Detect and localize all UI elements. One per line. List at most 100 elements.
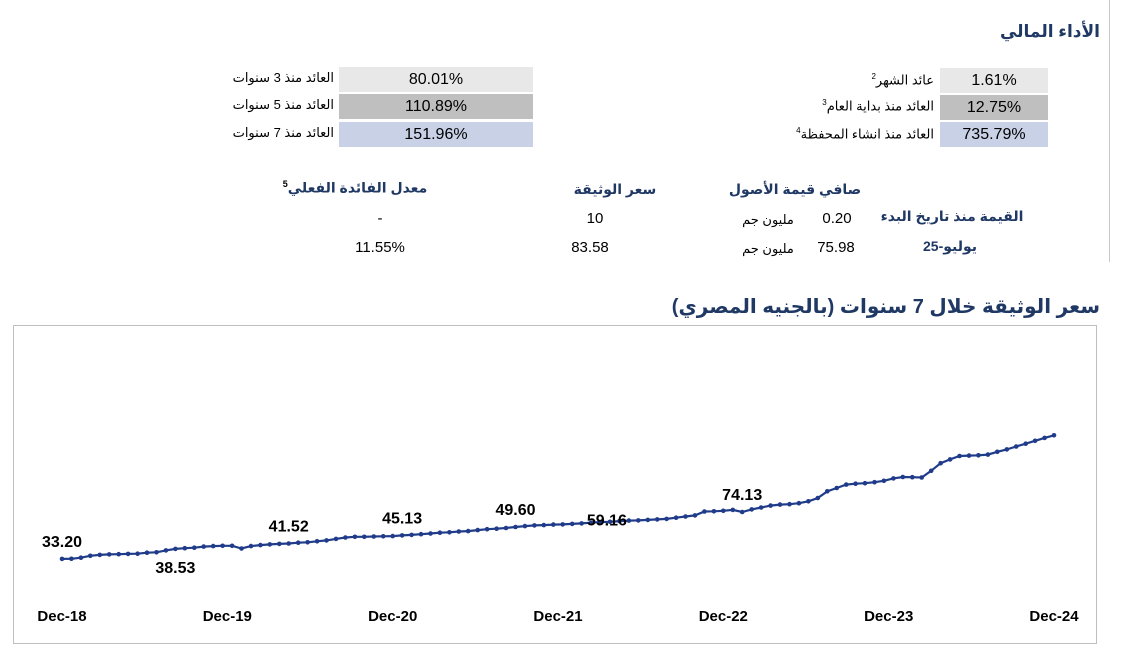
data-point [569, 521, 575, 527]
top-divider [1109, 0, 1110, 262]
data-label: 49.60 [495, 502, 535, 519]
data-point [220, 543, 225, 549]
data-point [683, 514, 688, 519]
return-value-inception: 735.79% [940, 122, 1048, 147]
data-point [447, 530, 452, 535]
data-point [163, 548, 169, 553]
data-point [1042, 435, 1047, 441]
data-point [673, 515, 679, 520]
data-point [88, 553, 93, 559]
data-point [995, 449, 1000, 455]
data-point [267, 542, 273, 547]
data-point [135, 551, 140, 556]
data-point [1004, 447, 1010, 452]
data-point [399, 533, 405, 538]
data-point [173, 546, 178, 552]
chart-frame [13, 325, 1097, 644]
data-point [976, 453, 981, 458]
data-point [541, 522, 547, 528]
data-point [532, 523, 537, 528]
data-point [154, 550, 159, 555]
data-point [843, 482, 849, 487]
data-point [588, 520, 594, 525]
data-point [484, 526, 490, 532]
data-point [551, 522, 556, 527]
current-price: 83.58 [571, 239, 609, 256]
data-point [919, 475, 924, 480]
return-label-inception: العائد منذ انشاء المحفظة4 [796, 126, 934, 142]
data-point [1051, 433, 1057, 438]
data-point [390, 533, 396, 539]
x-tick-label: Dec-22 [699, 608, 748, 625]
data-point [1023, 441, 1028, 447]
data-point [825, 489, 830, 494]
data-point [636, 518, 641, 523]
return-value-3y: 80.01% [339, 67, 533, 92]
data-point [607, 519, 613, 525]
data-point [513, 524, 518, 530]
data-point [503, 525, 509, 531]
return-value-month: 1.61% [940, 68, 1048, 93]
data-point [579, 521, 584, 526]
data-point [192, 545, 197, 550]
data-point [409, 532, 414, 538]
data-point [69, 556, 74, 562]
data-point [97, 552, 103, 558]
data-point [248, 543, 254, 549]
data-point [343, 535, 348, 540]
data-point [853, 481, 858, 487]
data-point [201, 544, 206, 549]
x-tick-label: Dec-24 [1029, 608, 1079, 625]
return-label-ytd: العائد منذ بداية العام3 [822, 98, 934, 114]
data-point [928, 468, 934, 474]
data-point [1032, 438, 1038, 444]
data-point [768, 503, 773, 508]
data-label: 38.53 [155, 560, 195, 577]
certificate-price-header: سعر الوثيقة [573, 181, 657, 197]
data-point [352, 534, 358, 540]
data-label: 59.16 [587, 513, 627, 530]
data-point [598, 519, 603, 525]
data-point [947, 457, 953, 462]
data-point [428, 531, 433, 536]
data-point [721, 508, 726, 514]
data-point [645, 517, 651, 523]
section-title: الأداء المالي [999, 22, 1100, 41]
data-point [806, 499, 811, 504]
data-point [182, 545, 188, 551]
data-point [862, 480, 868, 486]
current-date-label: يوليو-25 [922, 238, 978, 254]
net-assets-header: صافي قيمة الأصول [728, 181, 862, 197]
data-point [1013, 444, 1019, 449]
current-yield: 11.55% [355, 239, 405, 256]
data-point [239, 546, 244, 551]
inception-net-assets-unit: مليون جم [742, 212, 794, 227]
data-label: 74.13 [722, 487, 762, 504]
data-point [295, 540, 301, 545]
return-value-7y: 151.96% [339, 122, 533, 147]
chart-title: سعر الوثيقة خلال 7 سنوات (بالجنيه المصري… [671, 296, 1100, 318]
data-point [787, 501, 792, 507]
data-point [465, 528, 471, 534]
data-point [985, 452, 991, 457]
data-point [229, 543, 235, 549]
data-point [966, 453, 972, 458]
effective-yield-header: معدل الفائدة الفعلي5 [282, 179, 428, 196]
data-point [796, 500, 802, 506]
data-point [59, 556, 65, 562]
data-point [116, 551, 121, 557]
x-tick-label: Dec-20 [368, 608, 417, 625]
data-point [305, 540, 310, 545]
data-point [277, 541, 282, 547]
data-point [380, 534, 386, 539]
data-point [494, 526, 499, 531]
current-net-assets-unit: مليون جم [742, 241, 794, 256]
data-point [834, 485, 839, 491]
data-point [749, 507, 754, 512]
return-label-3y: العائد منذ 3 سنوات [232, 70, 334, 85]
return-label-7y: العائد منذ 7 سنوات [232, 125, 334, 140]
data-point [617, 518, 622, 524]
data-point [938, 460, 943, 466]
data-point [78, 555, 84, 560]
data-point [815, 495, 821, 501]
